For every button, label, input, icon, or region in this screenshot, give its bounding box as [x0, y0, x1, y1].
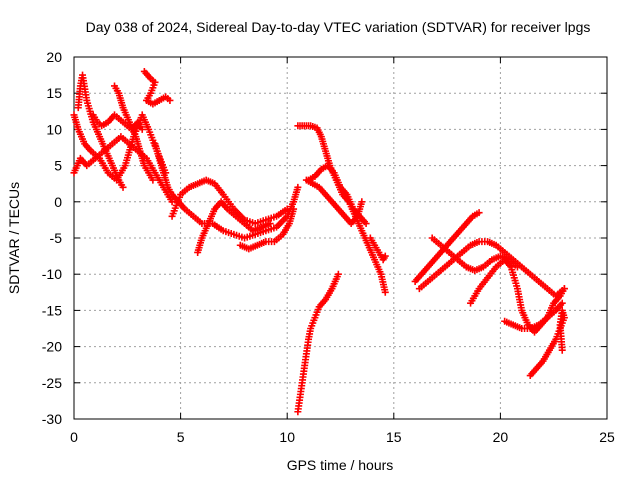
y-tick-label: -30 [42, 411, 62, 427]
data-point-marker [560, 285, 568, 293]
data-point-marker [381, 252, 389, 260]
y-tick-label: -15 [42, 302, 62, 318]
y-tick-label: -20 [42, 339, 62, 355]
data-point-marker [138, 125, 146, 133]
x-tick-label: 20 [493, 429, 509, 445]
y-tick-label: 5 [54, 158, 62, 174]
data-point-marker [558, 299, 566, 307]
data-point-marker [166, 96, 174, 104]
x-tick-label: 0 [70, 429, 78, 445]
x-axis-ticks: 0 5 10 15 20 25 [70, 57, 615, 445]
data-point-marker [290, 205, 298, 213]
data-point-marker [558, 346, 566, 354]
data-point-marker [266, 220, 274, 228]
y-tick-label: -10 [42, 266, 62, 282]
y-tick-label: -25 [42, 375, 62, 391]
x-tick-label: 15 [386, 429, 402, 445]
grid-lines [74, 57, 607, 419]
y-tick-label: -5 [50, 230, 63, 246]
data-markers [70, 67, 568, 416]
data-point-marker [513, 263, 521, 271]
data-point-marker [334, 270, 342, 278]
data-point-marker [168, 198, 176, 206]
y-tick-label: 20 [46, 49, 62, 65]
data-point-marker [283, 205, 291, 213]
data-point-marker [475, 209, 483, 217]
data-point-marker [381, 288, 389, 296]
data-point-marker [294, 183, 302, 191]
y-axis-ticks: 20 15 10 5 0 -5 -10 -15 -20 -25 -30 [42, 49, 607, 427]
data-point-marker [358, 198, 366, 206]
y-tick-label: 15 [46, 85, 62, 101]
chart-title: Day 038 of 2024, Sidereal Day-to-day VTE… [86, 19, 591, 35]
data-point-marker [119, 183, 127, 191]
x-tick-label: 25 [599, 429, 615, 445]
y-axis-label: SDTVAR / TECUs [6, 182, 22, 294]
y-tick-label: 0 [54, 194, 62, 210]
x-tick-label: 10 [279, 429, 295, 445]
x-tick-label: 5 [177, 429, 185, 445]
data-point-marker [362, 220, 370, 228]
y-tick-label: 10 [46, 121, 62, 137]
data-point-marker [149, 176, 157, 184]
x-axis-label: GPS time / hours [287, 457, 394, 473]
